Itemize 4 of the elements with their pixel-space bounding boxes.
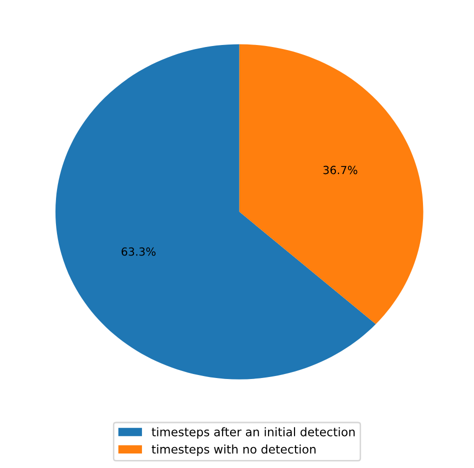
- data-label: 36.7%: [323, 166, 358, 174]
- legend-label: timesteps with no detection: [152, 444, 316, 456]
- legend-label: timesteps after an initial detection: [152, 427, 355, 439]
- data-label: 63.3%: [122, 247, 156, 256]
